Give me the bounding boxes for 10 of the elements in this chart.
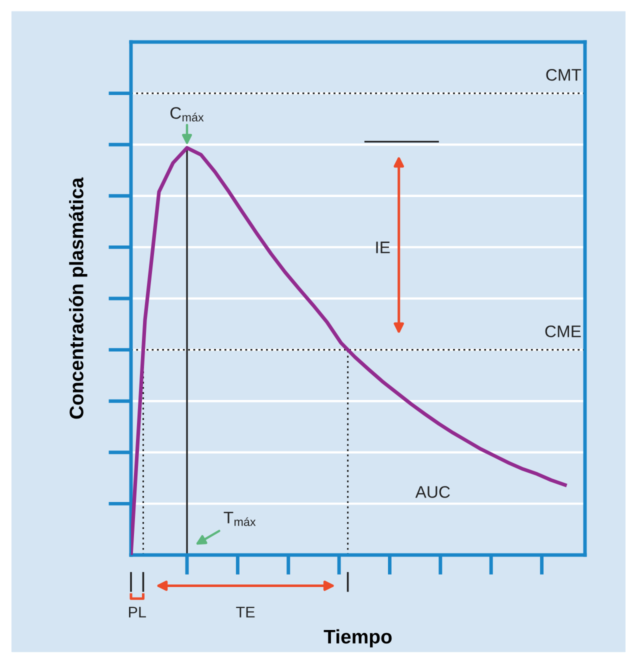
x-axis-title: Tiempo bbox=[324, 629, 392, 648]
annotation: AUC bbox=[415, 486, 450, 498]
text: TE bbox=[236, 606, 255, 618]
annotation: IE bbox=[376, 242, 390, 254]
text: PL bbox=[129, 606, 146, 618]
annotation: T$_{máx}$ bbox=[224, 512, 256, 526]
ref-line-label: CME bbox=[545, 325, 581, 338]
text: C$_{máx}$ bbox=[170, 107, 204, 122]
y-axis-title: Concentración plasmática bbox=[68, 177, 88, 419]
ref-line-label: CMT bbox=[546, 68, 582, 81]
